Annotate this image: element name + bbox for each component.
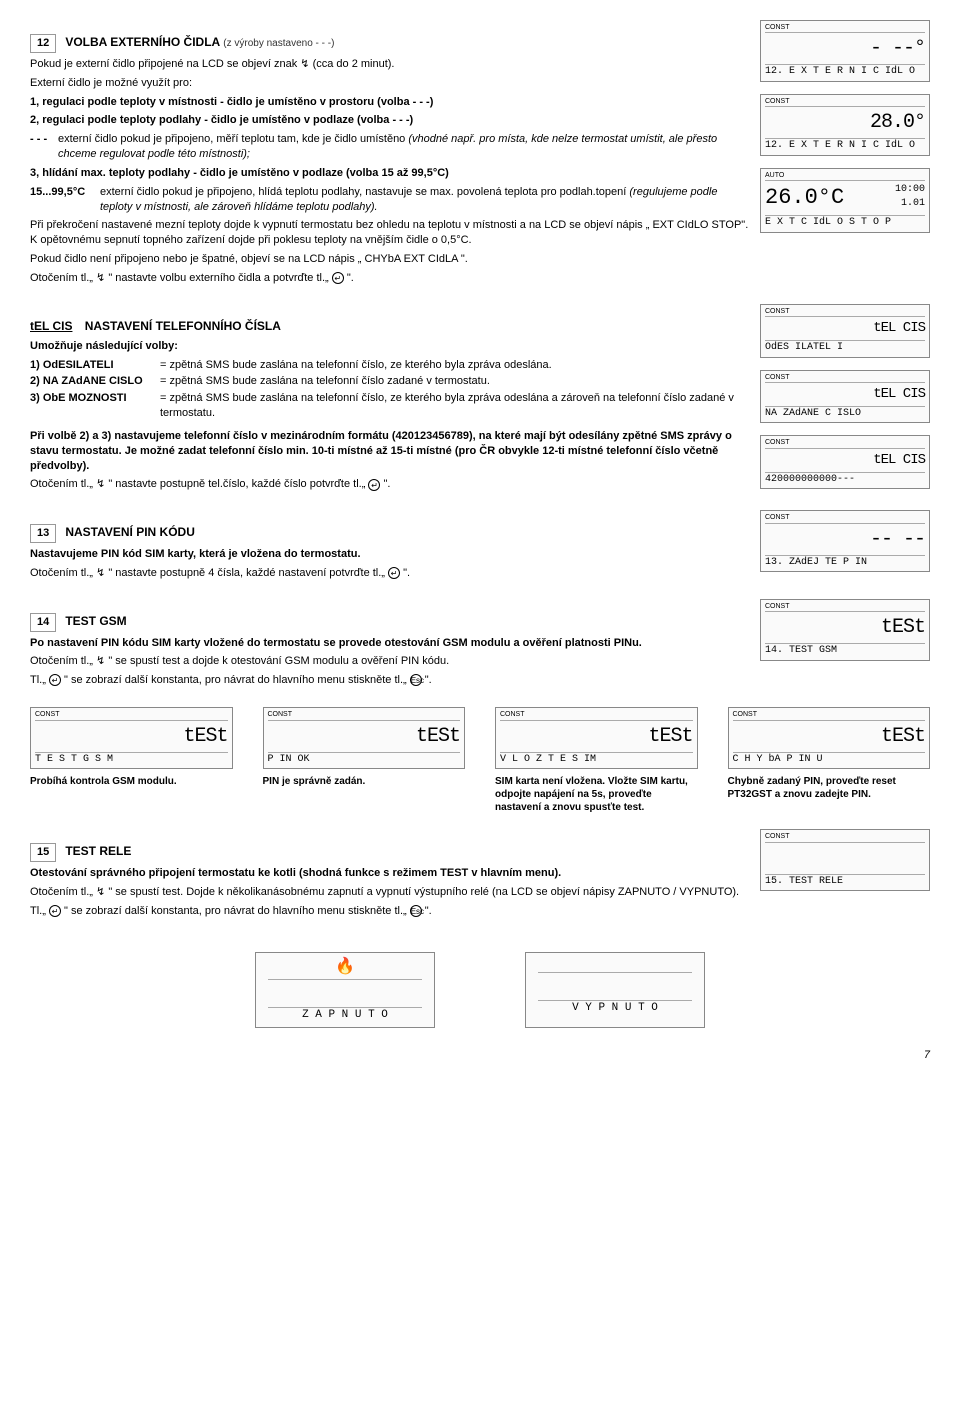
knob-icon: ↯	[96, 655, 105, 667]
text: Externí čidlo je možné využít pro:	[30, 76, 750, 91]
label-dash: - - -	[30, 132, 58, 162]
text: Otestování správného připojení termostat…	[30, 867, 561, 879]
lcd-caption: Chybně zadaný PIN, proveďte reset PT32GS…	[728, 775, 931, 801]
text: ".	[425, 905, 432, 917]
text: Po nastavení PIN kódu SIM karty vložené …	[30, 636, 750, 651]
text: " se spustí test a dojde k otestování GS…	[108, 655, 449, 667]
enter-icon: ↵	[368, 479, 380, 491]
text: " se spustí test. Dojde k několikanásobn…	[108, 886, 739, 898]
lcd-display: CONST tEL CIS NA ZAdANE C ISLO	[760, 370, 930, 424]
esc-icon: Esc	[410, 674, 422, 686]
text: Nastavujeme PIN kód SIM karty, která je …	[30, 547, 750, 562]
text: Otočením tl.„	[30, 478, 96, 490]
lcd-caption: Probíhá kontrola GSM modulu.	[30, 775, 233, 788]
lcd-vypnuto: V Y P N U T O	[525, 952, 705, 1027]
antenna-icon: ↯	[300, 58, 309, 70]
factory-note-12: (z výroby nastaveno - - -)	[223, 38, 334, 49]
knob-icon: ↯	[96, 272, 105, 284]
knob-icon: ↯	[96, 886, 105, 898]
enter-icon: ↵	[49, 905, 61, 917]
enter-icon: ↵	[49, 674, 61, 686]
text: ".	[403, 567, 410, 579]
tel-cis-label: tEL CIS	[30, 319, 72, 333]
tel-title: NASTAVENÍ TELEFONNÍHO ČÍSLA	[85, 319, 281, 333]
text: Otočením tl.„	[30, 655, 96, 667]
lcd-display: CONSTtEStV L O Z T E S IM	[495, 707, 698, 769]
gsm-test-item: CONSTtEStC H Y bA P IN U Chybně zadaný PI…	[728, 707, 931, 814]
text: = zpětná SMS bude zaslána na telefonní č…	[160, 374, 750, 389]
tel-option-2: 2) NA ZAdANE CISLO	[30, 374, 160, 389]
text: " nastavte volbu externího čidla a potvr…	[108, 272, 331, 284]
text: Při volbě 2) a 3) nastavujeme telefonní …	[30, 430, 732, 472]
text: externí čidlo pokud je připojeno, hlídá …	[100, 186, 629, 198]
text: externí čidlo pokud je připojeno, měří t…	[58, 133, 408, 145]
lcd-display: CONSTtEStP IN OK	[263, 707, 466, 769]
section-num-14: 14	[30, 613, 56, 632]
esc-icon: Esc	[410, 905, 422, 917]
gsm-test-item: CONSTtEStP IN OK PIN je správně zadán.	[263, 707, 466, 814]
section-title-12: VOLBA EXTERNÍHO ČIDLA	[65, 35, 220, 49]
section-num-13: 13	[30, 524, 56, 543]
text: = zpětná SMS bude zaslána na telefonní č…	[160, 391, 750, 421]
lcd-display: CONSTtEStT E S T G S M	[30, 707, 233, 769]
enter-icon: ↵	[388, 567, 400, 579]
text: " se zobrazí další konstanta, pro návrat…	[64, 905, 410, 917]
lcd-caption: SIM karta není vložena. Vložte SIM kartu…	[495, 775, 698, 814]
tel-option-1: 1) OdESILATELI	[30, 358, 160, 373]
lcd-display: AUTO 26.0°C 10:00 1.01 E X T C IdL O S T…	[760, 168, 930, 233]
text: " nastavte postupně tel.číslo, každé čís…	[108, 478, 368, 490]
flame-icon: 🔥	[268, 957, 422, 979]
text: Otočením tl.„	[30, 567, 96, 579]
text: Umožňuje následující volby:	[30, 339, 750, 354]
page-number: 7	[30, 1048, 930, 1063]
lcd-display: CONST tESt 14. TEST GSM	[760, 599, 930, 661]
text: Pokud je externí čidlo připojené na LCD …	[30, 58, 300, 70]
option-3: 3, hlídání max. teploty podlahy - čidlo …	[30, 166, 750, 181]
text: " nastavte postupně 4 čísla, každé nasta…	[108, 567, 388, 579]
section-num-15: 15	[30, 843, 56, 862]
lcd-caption: PIN je správně zadán.	[263, 775, 466, 788]
tel-option-3: 3) ObE MOZNOSTI	[30, 391, 160, 421]
option-1: 1, regulaci podle teploty v místnosti - …	[30, 95, 750, 110]
lcd-display: CONST tEL CIS 420000000000---	[760, 435, 930, 489]
text: Pokud čidlo není připojeno nebo je špatn…	[30, 252, 750, 267]
knob-icon: ↯	[96, 478, 105, 490]
text: ".	[425, 674, 432, 686]
enter-icon: ↵	[332, 272, 344, 284]
text: Tl.„	[30, 905, 49, 917]
lcd-display: CONST - --° 12. E X T E R N I C IdL O	[760, 20, 930, 82]
section-title-14: TEST GSM	[65, 614, 126, 628]
lcd-display: CONST tEL CIS OdES ILATEL I	[760, 304, 930, 358]
lcd-display: CONSTtEStC H Y bA P IN U	[728, 707, 931, 769]
text: Otočením tl.„	[30, 886, 96, 898]
knob-icon: ↯	[96, 567, 105, 579]
section-num-12: 12	[30, 34, 56, 53]
lcd-zapnuto: 🔥 Z A P N U T O	[255, 952, 435, 1027]
text: = zpětná SMS bude zaslána na telefonní č…	[160, 358, 750, 373]
text: Otočením tl.„	[30, 272, 96, 284]
text: ".	[347, 272, 354, 284]
gsm-test-item: CONSTtEStV L O Z T E S IM SIM karta není …	[495, 707, 698, 814]
text: Tl.„	[30, 674, 49, 686]
option-2: 2, regulaci podle teploty podlahy - čidl…	[30, 113, 750, 128]
text: (cca do 2 minut).	[313, 58, 395, 70]
section-title-13: NASTAVENÍ PIN KÓDU	[65, 525, 195, 539]
text: ".	[384, 478, 391, 490]
gsm-test-item: CONSTtEStT E S T G S M Probíhá kontrola G…	[30, 707, 233, 814]
label-range: 15...99,5°C	[30, 185, 100, 215]
lcd-display: CONST 15. TEST RELE	[760, 829, 930, 891]
text: " se zobrazí další konstanta, pro návrat…	[64, 674, 410, 686]
text: Při překročení nastavené mezní teploty d…	[30, 218, 750, 248]
section-title-15: TEST RELE	[65, 844, 131, 858]
lcd-display: CONST -- -- 13. ZAdEJ TE P IN	[760, 510, 930, 572]
lcd-display: CONST 28.0° 12. E X T E R N I C IdL O	[760, 94, 930, 156]
